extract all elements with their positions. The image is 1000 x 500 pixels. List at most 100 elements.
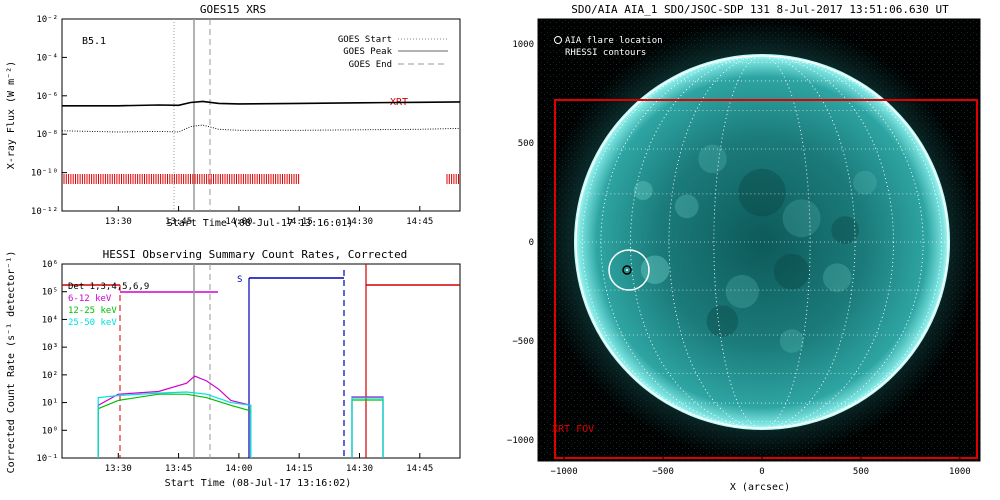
goes-xlabel: Start Time (08-Jul-17 13:16:01): [167, 218, 354, 229]
grid-longitude-line: [668, 55, 856, 429]
disk-bright-patch: [640, 255, 670, 284]
aia-title: SDO/AIA AIA_1 SDO/JSOC-SDP 131 8-Jul-201…: [571, 3, 949, 16]
xrt-fov-label: XRT FOV: [552, 424, 594, 435]
grid-longitude-line: [630, 55, 894, 429]
goes-ytick-label: 10⁻²: [36, 15, 58, 25]
aia-legend-flare: AIA flare location: [565, 36, 663, 46]
goes-xrt-coverage: [63, 174, 459, 184]
hessi-y-axis: 10⁶ 10⁵ 10⁴ 10³ 10² 10¹ 10⁰ 10⁻¹: [36, 260, 67, 464]
hessi-ytick-label: 10⁻¹: [36, 454, 58, 464]
hessi-xtick-label: 13:30: [105, 464, 132, 474]
hessi-series-segment2-1: [351, 399, 384, 458]
aia-xtick-label: 0: [759, 467, 764, 477]
goes-xtick-label: 14:30: [346, 217, 373, 227]
aia-xtick-label: −500: [652, 467, 674, 477]
hessi-series-segment2-2: [351, 397, 384, 458]
heliographic-grid: [576, 55, 948, 429]
goes-ytick-label: 10⁻⁶: [36, 92, 58, 102]
goes-y-axis: 10⁻² 10⁻⁴ 10⁻⁶ 10⁻⁸ 10⁻¹⁰ 10⁻¹²: [31, 15, 67, 217]
disk-bright-patch: [822, 263, 852, 292]
goes-title: GOES15 XRS: [200, 3, 266, 16]
goes-ylabel: X-ray Flux (W m⁻²): [6, 61, 17, 169]
disk-dark-patch: [831, 216, 859, 244]
aia-ytick-label: 1000: [512, 40, 534, 50]
aia-ytick-label: −1000: [507, 436, 534, 446]
hessi-ytick-label: 10⁰: [42, 426, 58, 436]
hessi-legend-25-50: 25-50 keV: [68, 318, 117, 328]
aia-xtick-label: −1000: [551, 467, 578, 477]
disk-dark-patch: [773, 253, 810, 290]
hessi-ytick-label: 10⁶: [42, 260, 58, 270]
aia-frame: [537, 18, 981, 462]
hessi-series-segment2-0: [351, 396, 384, 458]
goes-ytick-label: 10⁻¹⁰: [31, 169, 58, 179]
disk-dark-patch: [706, 305, 739, 337]
hessi-ytick-label: 10⁴: [42, 315, 58, 325]
goes-legend-start: GOES Start: [338, 35, 392, 45]
solar-disk-texture: [633, 144, 877, 353]
goes-xtick-label: 13:30: [105, 217, 132, 227]
aia-ytick-label: 500: [518, 139, 534, 149]
aia-xlabel: X (arcsec): [730, 482, 790, 493]
goes-series-line-long: [62, 100, 461, 107]
goes-legend: GOES Start GOES Peak GOES End: [338, 35, 448, 70]
goes-x-axis: 13:30 13:45 14:00 14:15 14:30 14:45: [105, 206, 433, 227]
aia-ytick-label: 0: [529, 238, 534, 248]
xrt-fov-box: [554, 99, 978, 459]
goes-curves: [61, 100, 461, 133]
aia-xtick-label: 500: [853, 467, 869, 477]
hessi-x-axis: 13:30 13:45 14:00 14:15 14:30 14:45: [105, 453, 433, 474]
solar-disk: [574, 54, 950, 430]
hessi-series-line-2: [97, 391, 252, 458]
goes-xtick-label: 14:00: [225, 217, 252, 227]
goes-ytick-label: 10⁻⁴: [36, 53, 58, 63]
hessi-ytick-label: 10²: [42, 371, 58, 381]
goes-plot-frame: [61, 18, 461, 212]
aia-xtick-label: 1000: [949, 467, 971, 477]
hessi-ytick-label: 10¹: [42, 399, 58, 409]
disk-dark-patch: [738, 168, 786, 217]
goes-ytick-label: 10⁻¹²: [31, 207, 58, 217]
disk-bright-patch: [633, 181, 653, 201]
hessi-s-label: S: [237, 275, 242, 285]
disk-bright-patch: [782, 199, 821, 238]
grid-longitude-line: [600, 55, 924, 429]
rhessi-contour: [608, 249, 650, 291]
disk-bright-patch: [674, 194, 699, 219]
aia-x-axis: −1000 −500 0 500 1000: [551, 455, 971, 477]
hessi-series-line-0: [97, 375, 252, 458]
goes-series-line-short: [61, 124, 461, 133]
hessi-detectors-label: Det 1,3,4,5,6,9: [68, 282, 149, 292]
disk-bright-patch: [698, 144, 727, 174]
hessi-legend-6-12: 6-12 keV: [68, 294, 112, 304]
disk-bright-patch: [853, 170, 877, 195]
aia-legend-flare-symbol: [554, 36, 562, 44]
aia-flare-core: [626, 269, 628, 271]
hessi-legend-12-25: 12-25 keV: [68, 306, 117, 316]
hessi-xtick-label: 14:00: [225, 464, 252, 474]
hessi-ylabel: Corrected Count Rate (s⁻¹ detector⁻¹): [6, 251, 17, 474]
aia-ytick-label: −500: [512, 337, 534, 347]
hessi-curves: [97, 375, 384, 458]
goes-xtick-label: 14:15: [286, 217, 313, 227]
goes-ytick-label: 10⁻⁸: [36, 130, 58, 140]
disk-bright-patch: [725, 274, 759, 309]
goes-legend-end: GOES End: [349, 60, 392, 70]
aia-y-axis: 1000 500 0 −500 −1000: [507, 40, 544, 446]
aia-panel: SDO/AIA AIA_1 SDO/JSOC-SDP 131 8-Jul-201…: [507, 3, 981, 493]
hessi-series-line-1: [97, 393, 252, 458]
aia-flare-location-marker: [622, 265, 632, 275]
hessi-xtick-label: 13:45: [165, 464, 192, 474]
hessi-xtick-label: 14:45: [406, 464, 433, 474]
hessi-title: HESSI Observing Summary Count Rates, Cor…: [103, 248, 408, 261]
hessi-ytick-label: 10³: [42, 343, 58, 353]
goes-xtick-label: 14:45: [406, 217, 433, 227]
hessi-xtick-label: 14:15: [286, 464, 313, 474]
hessi-ytick-label: 10⁵: [42, 288, 58, 298]
goes-class-label: B5.1: [82, 36, 106, 47]
hessi-xtick-label: 14:30: [346, 464, 373, 474]
hessi-panel: HESSI Observing Summary Count Rates, Cor…: [6, 248, 461, 489]
hessi-plot-frame: [61, 263, 461, 459]
grid-longitude-line: [581, 55, 943, 429]
